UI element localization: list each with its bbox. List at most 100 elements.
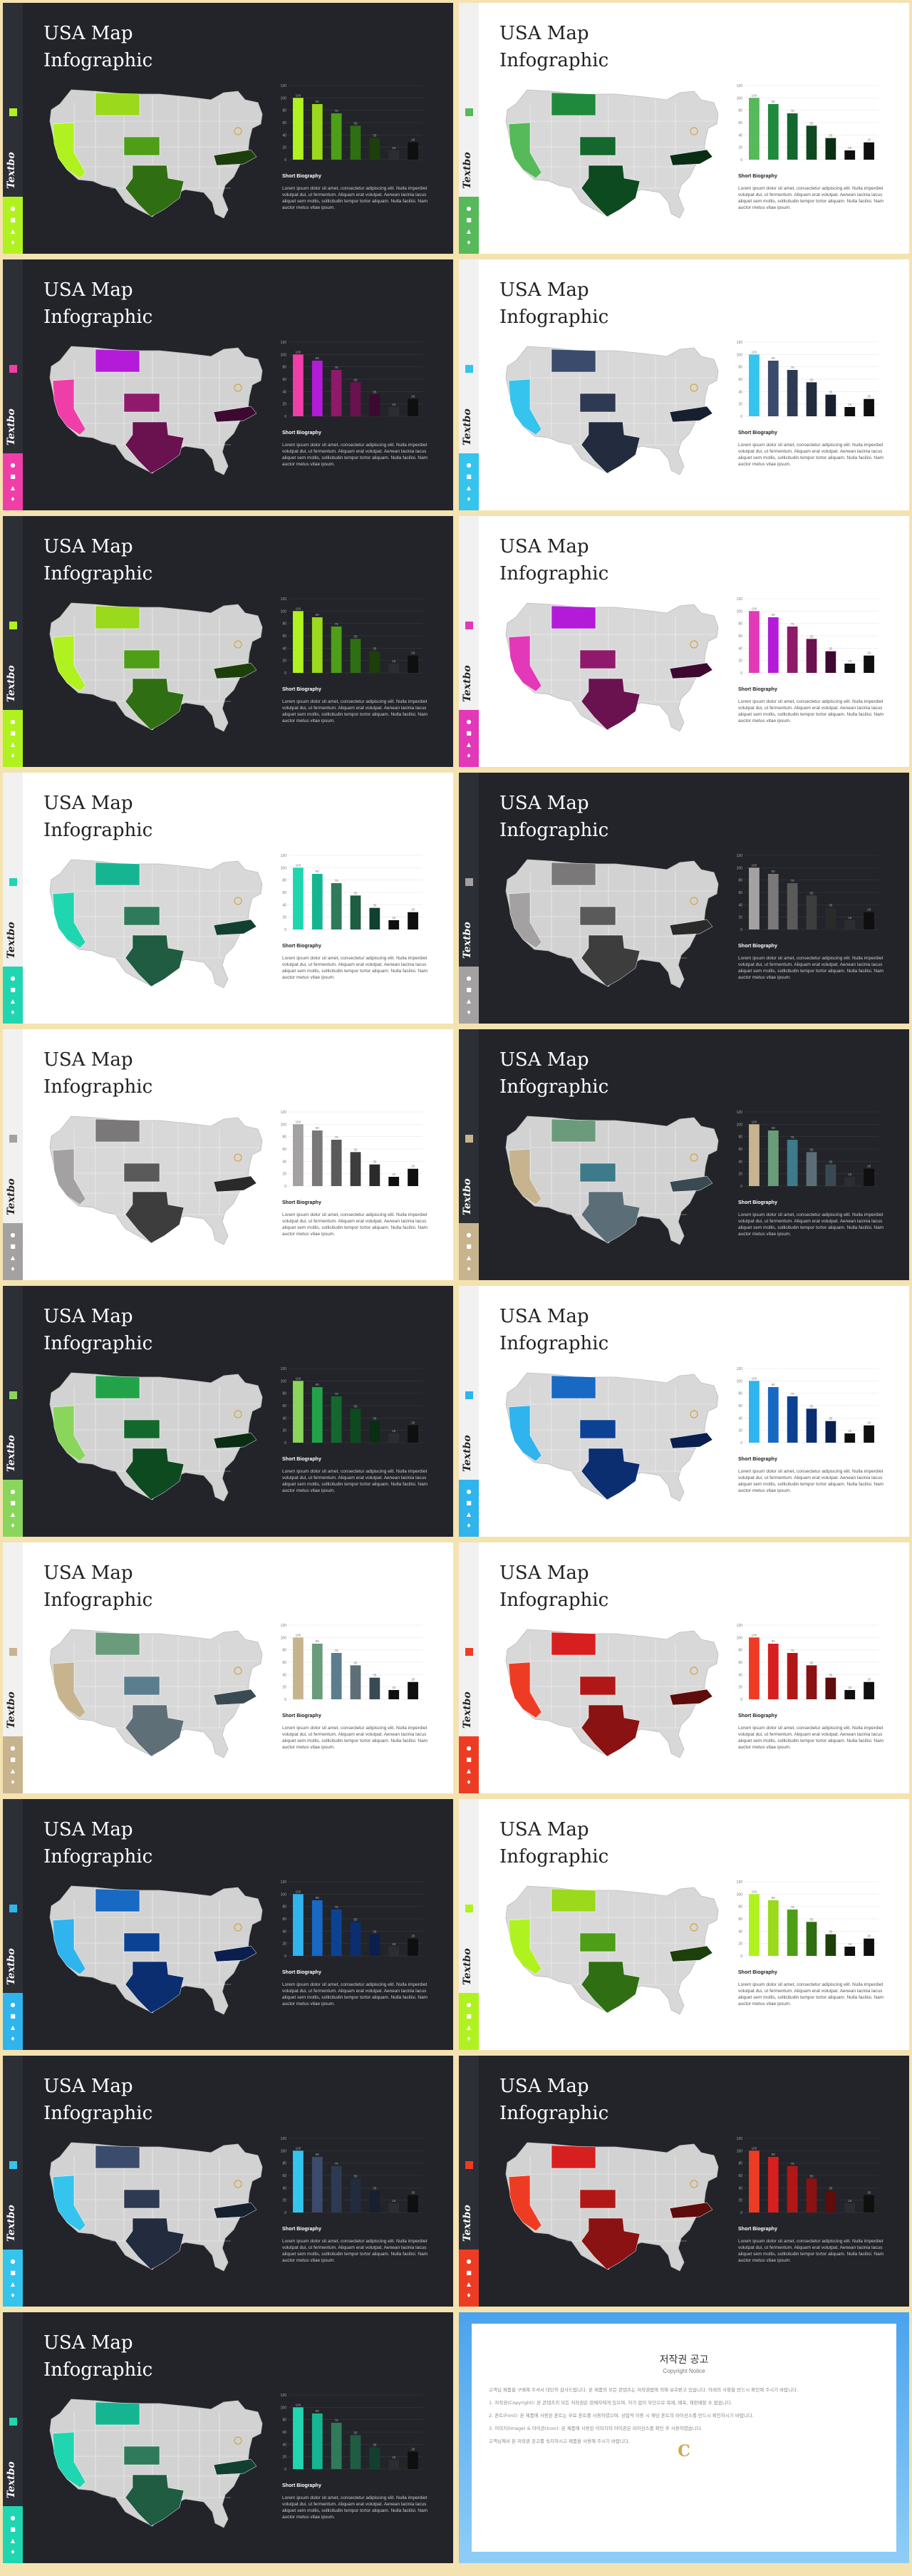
social-icon[interactable]: ● — [466, 2258, 472, 2265]
social-icon[interactable]: ■ — [466, 2270, 472, 2276]
social-icon[interactable]: ▲ — [466, 1768, 472, 1774]
map-pin-icon — [234, 897, 242, 905]
social-icon[interactable]: ♦ — [466, 1009, 472, 1016]
social-icon[interactable]: ▲ — [10, 741, 16, 748]
social-icon[interactable]: ♦ — [466, 2036, 472, 2042]
slide-7[interactable]: Textbo ● ■ ▲ ♦ USA Map Infographic 0 20 40 60 80 100… — [3, 773, 453, 1024]
social-icon[interactable]: ● — [10, 1232, 16, 1238]
social-icon[interactable]: ▲ — [10, 2024, 16, 2031]
social-icon[interactable]: ▲ — [10, 485, 16, 491]
social-icon[interactable]: ♦ — [10, 2292, 16, 2299]
social-icon[interactable]: ■ — [10, 1500, 16, 1506]
social-icon[interactable]: ♦ — [466, 2292, 472, 2299]
social-icon[interactable]: ● — [466, 718, 472, 725]
social-icon[interactable]: ▲ — [10, 2538, 16, 2544]
slide-1[interactable]: Textbo ● ■ ▲ ♦ USA Map Infographic 0 20 40 60 80 100… — [3, 3, 453, 254]
social-icon[interactable]: ■ — [466, 986, 472, 993]
social-icon[interactable]: ● — [10, 2515, 16, 2521]
social-icon[interactable]: ■ — [10, 730, 16, 736]
social-icon[interactable]: ▲ — [466, 1254, 472, 1261]
social-icon[interactable]: ● — [10, 205, 16, 212]
slide-18[interactable]: Textbo ● ■ ▲ ♦ USA Map Infographic 0 20 40 60 80 100… — [459, 2056, 909, 2307]
social-icon[interactable]: ● — [10, 2258, 16, 2265]
social-icon[interactable]: ● — [466, 1488, 472, 1495]
social-icon[interactable]: ▲ — [10, 998, 16, 1004]
social-icon[interactable]: ♦ — [10, 1779, 16, 1786]
chart-caption: Short Biography Lorem ipsum dolor sit ame… — [738, 431, 884, 468]
slide-4[interactable]: Textbo ● ■ ▲ ♦ USA Map Infographic 0 20 40 60 80 100… — [459, 259, 909, 510]
slide-19[interactable]: Textbo ● ■ ▲ ♦ USA Map Infographic 0 20 40 60 80 100… — [3, 2312, 453, 2563]
y-tick-label: 80 — [282, 109, 286, 113]
social-icon[interactable]: ▲ — [10, 228, 16, 235]
social-icon[interactable]: ■ — [466, 2013, 472, 2019]
social-icon[interactable]: ■ — [466, 730, 472, 736]
social-icon[interactable]: ♦ — [10, 1266, 16, 1272]
slide-5[interactable]: Textbo ● ■ ▲ ♦ USA Map Infographic 0 20 40 60 80 100… — [3, 516, 453, 767]
y-tick-label: 100 — [281, 1379, 287, 1384]
social-icon[interactable]: ■ — [466, 1500, 472, 1506]
social-icon[interactable]: ♦ — [466, 1523, 472, 1529]
social-icon[interactable]: ▲ — [10, 1254, 16, 1261]
social-icon[interactable]: ♦ — [466, 496, 472, 503]
social-icon[interactable]: ♦ — [466, 239, 472, 246]
social-icon[interactable]: ■ — [10, 986, 16, 993]
slide-15[interactable]: Textbo ● ■ ▲ ♦ USA Map Infographic 0 20 40 60 80 100… — [3, 1799, 453, 2050]
social-icon[interactable]: ♦ — [10, 753, 16, 759]
social-icon[interactable]: ■ — [10, 217, 16, 223]
social-icon[interactable]: ■ — [466, 1243, 472, 1250]
social-icon[interactable]: ● — [466, 1232, 472, 1238]
social-icon[interactable]: ♦ — [10, 2036, 16, 2042]
social-icon[interactable]: ■ — [466, 473, 472, 480]
bar-data-label: 15 — [848, 1173, 852, 1176]
social-icon[interactable]: ■ — [10, 2526, 16, 2533]
social-icon[interactable]: ♦ — [10, 239, 16, 246]
slide-11[interactable]: Textbo ● ■ ▲ ♦ USA Map Infographic 0 20 40 60 80 100… — [3, 1286, 453, 1537]
social-icon[interactable]: ♦ — [466, 1779, 472, 1786]
social-icon[interactable]: ▲ — [466, 741, 472, 748]
social-icon[interactable]: ■ — [10, 2270, 16, 2276]
social-icon[interactable]: ■ — [10, 2013, 16, 2019]
social-icon[interactable]: ● — [10, 2001, 16, 2008]
social-icon[interactable]: ▲ — [10, 1768, 16, 1774]
social-icon[interactable]: ▲ — [466, 1511, 472, 1518]
slide-10[interactable]: Textbo ● ■ ▲ ♦ USA Map Infographic 0 20 40 60 80 100… — [459, 1029, 909, 1280]
slide-3[interactable]: Textbo ● ■ ▲ ♦ USA Map Infographic 0 20 40 60 80 100… — [3, 259, 453, 510]
slide-12[interactable]: Textbo ● ■ ▲ ♦ USA Map Infographic 0 20 40 60 80 100… — [459, 1286, 909, 1537]
social-icon[interactable]: ● — [466, 205, 472, 212]
social-icon[interactable]: ▲ — [466, 998, 472, 1004]
social-icon[interactable]: ■ — [10, 1243, 16, 1250]
slide-14[interactable]: Textbo ● ■ ▲ ♦ USA Map Infographic 0 20 40 60 80 100… — [459, 1542, 909, 1793]
social-icon[interactable]: ● — [10, 718, 16, 725]
social-icon[interactable]: ▲ — [466, 228, 472, 235]
slide-8[interactable]: Textbo ● ■ ▲ ♦ USA Map Infographic 0 20 40 60 80 100… — [459, 773, 909, 1024]
slide-9[interactable]: Textbo ● ■ ▲ ♦ USA Map Infographic 0 20 40 60 80 100… — [3, 1029, 453, 1280]
social-icon[interactable]: ● — [10, 975, 16, 982]
social-icon[interactable]: ▲ — [466, 2281, 472, 2287]
slide-6[interactable]: Textbo ● ■ ▲ ♦ USA Map Infographic 0 20 40 60 80 100… — [459, 516, 909, 767]
social-icon[interactable]: ■ — [466, 217, 472, 223]
social-icon[interactable]: ■ — [10, 473, 16, 480]
social-icon[interactable]: ▲ — [10, 2281, 16, 2287]
social-icon[interactable]: ● — [466, 975, 472, 982]
social-icon[interactable]: ■ — [10, 1756, 16, 1763]
social-icon[interactable]: ▲ — [466, 485, 472, 491]
social-icon[interactable]: ● — [466, 1745, 472, 1751]
social-icon[interactable]: ♦ — [10, 1523, 16, 1529]
slide-17[interactable]: Textbo ● ■ ▲ ♦ USA Map Infographic 0 20 40 60 80 100… — [3, 2056, 453, 2307]
social-icon[interactable]: ♦ — [10, 1009, 16, 1016]
social-icon[interactable]: ● — [10, 1745, 16, 1751]
social-icon[interactable]: ■ — [466, 1756, 472, 1763]
slide-2[interactable]: Textbo ● ■ ▲ ♦ USA Map Infographic 0 20 40 60 80 100… — [459, 3, 909, 254]
social-icon[interactable]: ● — [466, 462, 472, 468]
social-icon[interactable]: ♦ — [466, 1266, 472, 1272]
social-icon[interactable]: ▲ — [10, 1511, 16, 1518]
social-icon[interactable]: ● — [10, 462, 16, 468]
social-icon[interactable]: ● — [10, 1488, 16, 1495]
social-icon[interactable]: ● — [466, 2001, 472, 2008]
social-icon[interactable]: ▲ — [466, 2024, 472, 2031]
slide-16[interactable]: Textbo ● ■ ▲ ♦ USA Map Infographic 0 20 40 60 80 100… — [459, 1799, 909, 2050]
social-icon[interactable]: ♦ — [10, 496, 16, 503]
slide-13[interactable]: Textbo ● ■ ▲ ♦ USA Map Infographic 0 20 40 60 80 100… — [3, 1542, 453, 1793]
social-icon[interactable]: ♦ — [466, 753, 472, 759]
social-icon[interactable]: ♦ — [10, 2549, 16, 2555]
